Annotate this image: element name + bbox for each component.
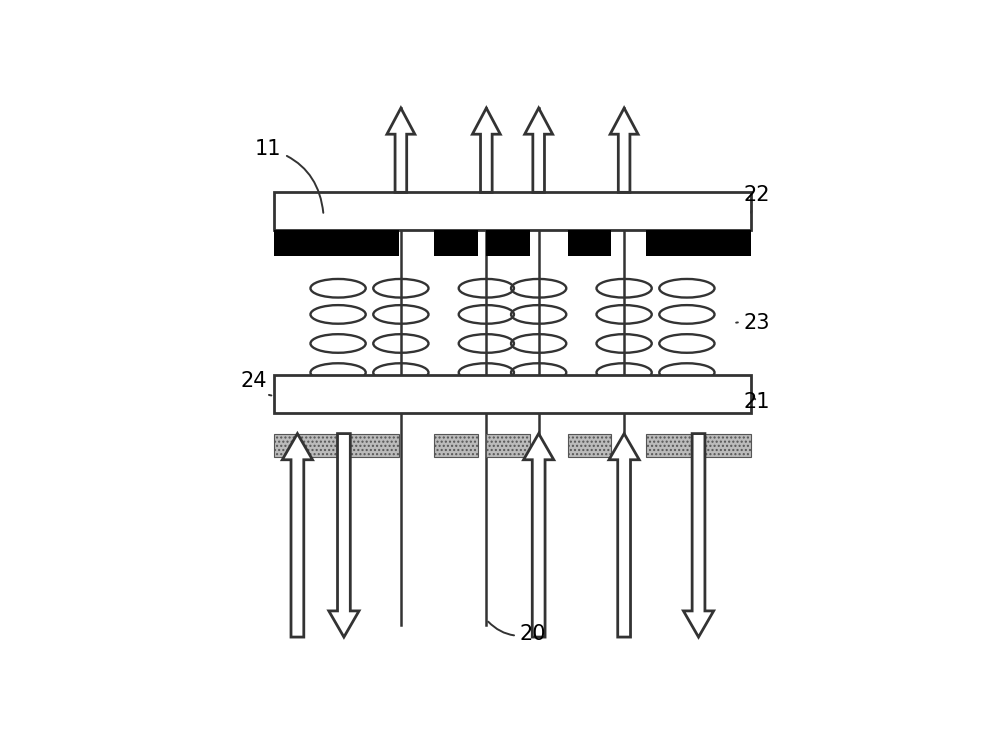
Polygon shape [472,108,500,193]
Bar [646,433,751,457]
Polygon shape [387,108,415,193]
Bar [568,230,611,256]
Bar [568,433,611,457]
Polygon shape [524,433,554,637]
Polygon shape [329,433,359,637]
Text: 23: 23 [736,313,770,333]
Bar [274,375,751,413]
Text: 22: 22 [743,185,770,213]
Text: 20: 20 [488,621,546,644]
Polygon shape [683,433,714,637]
Bar [434,433,478,457]
Polygon shape [610,108,638,193]
Bar [274,230,399,256]
Bar [486,230,530,256]
Text: 21: 21 [743,392,770,411]
Bar [646,230,751,256]
Polygon shape [525,108,553,193]
Bar [486,433,530,457]
Polygon shape [609,433,639,637]
Polygon shape [282,433,313,637]
Bar [274,433,399,457]
Text: 24: 24 [241,371,271,396]
Text: 11: 11 [255,139,323,213]
Bar [274,193,751,230]
Bar [434,230,478,256]
